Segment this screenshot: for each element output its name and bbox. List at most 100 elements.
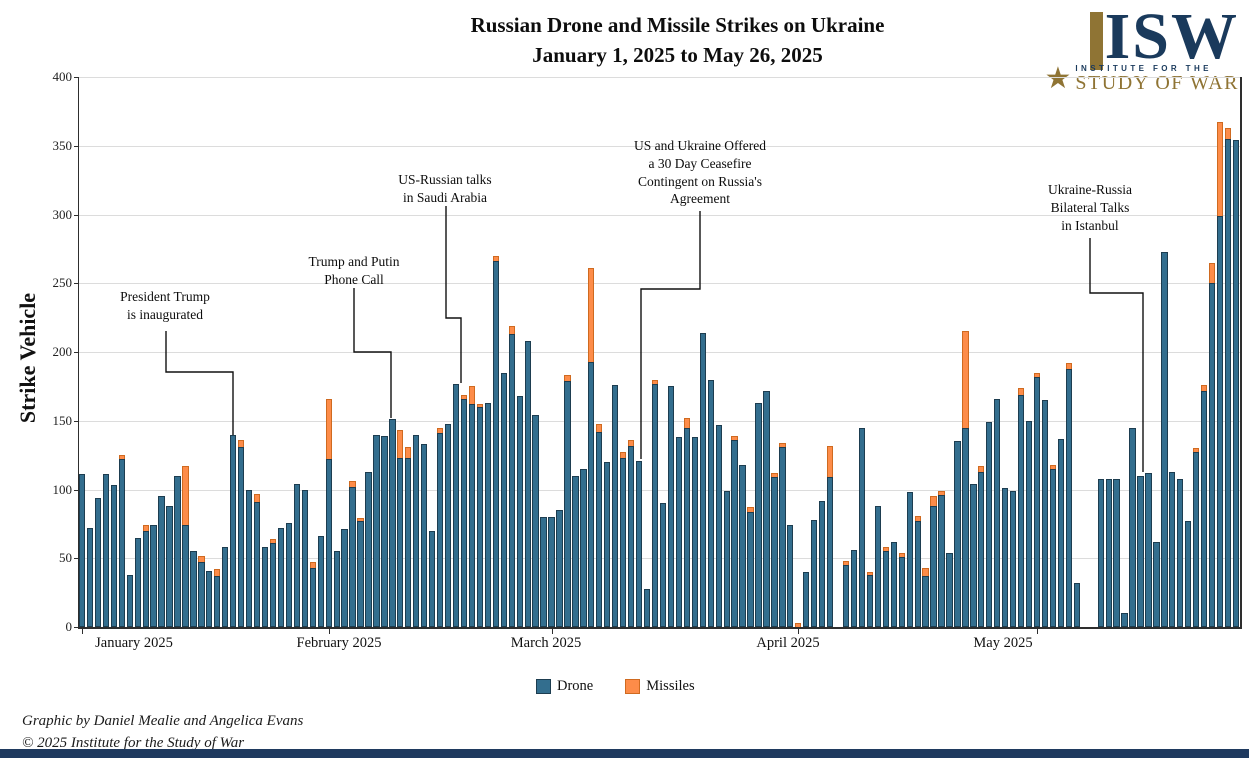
bar-drone-segment	[1193, 452, 1200, 627]
bar	[1153, 541, 1160, 627]
gridline	[78, 558, 1240, 560]
bar-drone-segment	[1010, 490, 1017, 627]
bar	[421, 444, 428, 627]
bar-drone-segment	[858, 427, 866, 627]
bar-missiles-segment	[922, 567, 929, 577]
bar	[1145, 473, 1152, 627]
bar	[1169, 471, 1176, 627]
bar	[1216, 122, 1224, 627]
bar-drone-segment	[564, 380, 571, 627]
bar-drone-segment	[190, 551, 197, 627]
bar	[874, 506, 882, 627]
bar-drone-segment	[436, 433, 444, 627]
bar-missiles-segment	[1017, 387, 1025, 395]
bar	[333, 551, 340, 627]
chart-title: Russian Drone and Missile Strikes on Ukr…	[106, 10, 1249, 71]
bar-drone-segment	[1049, 468, 1057, 627]
bar-drone-segment	[460, 398, 468, 627]
bar-drone-segment	[651, 383, 659, 627]
bar	[540, 517, 547, 627]
bar	[349, 481, 356, 627]
bar-drone-segment	[532, 415, 539, 627]
bar-drone-segment	[723, 490, 730, 627]
bar-drone-segment	[731, 440, 738, 627]
y-tick-mark	[74, 283, 78, 285]
isw-logo-acronym: ISW	[1104, 0, 1239, 73]
bar	[484, 402, 492, 627]
bar-missiles-segment	[1201, 385, 1208, 391]
bar-drone-segment	[850, 550, 858, 627]
bar	[158, 496, 165, 627]
bar	[675, 437, 683, 627]
bar	[970, 484, 977, 627]
bar	[1097, 478, 1104, 627]
bar-drone-segment	[1169, 471, 1176, 627]
bar	[723, 490, 730, 627]
x-tick-mark	[798, 629, 800, 634]
bar-missiles-segment	[1049, 464, 1057, 469]
bar	[182, 466, 189, 627]
bar-drone-segment	[627, 445, 635, 627]
bar	[1208, 262, 1216, 627]
bar-missiles-segment	[182, 466, 189, 526]
bar	[397, 430, 404, 627]
bar-missiles-segment	[795, 622, 802, 627]
bar	[803, 572, 810, 627]
bar	[86, 528, 94, 627]
bar-drone-segment	[317, 536, 324, 627]
bar-missiles-segment	[596, 423, 603, 432]
bar	[452, 383, 460, 627]
bar	[659, 503, 667, 627]
bar	[1041, 400, 1049, 627]
bar-missiles-segment	[325, 398, 332, 460]
bar-drone-segment	[94, 497, 102, 627]
bar	[978, 466, 985, 627]
bar	[755, 402, 762, 627]
bar	[444, 423, 452, 627]
bar	[381, 435, 388, 627]
bar	[357, 518, 364, 627]
y-tick-label: 150	[52, 412, 73, 428]
bar-drone-segment	[970, 484, 977, 627]
bar	[842, 561, 850, 627]
bar	[779, 442, 786, 627]
bar-missiles-segment	[436, 427, 444, 434]
bar-drone-segment	[421, 444, 428, 627]
bar-drone-segment	[508, 334, 515, 627]
bar-drone-segment	[142, 530, 149, 627]
bar-drone-segment	[874, 506, 882, 627]
x-tick-mark	[328, 629, 330, 634]
bar	[198, 555, 205, 627]
bar-drone-segment	[1097, 478, 1104, 627]
y-tick-mark	[74, 214, 78, 216]
bar	[373, 434, 380, 627]
annotation-istanbul-talks: Ukraine-Russia Bilateral Talks in Istanb…	[1048, 182, 1132, 233]
bar	[1161, 251, 1168, 627]
bar-drone-segment	[763, 390, 770, 627]
bar	[898, 552, 905, 627]
bar-drone-segment	[962, 427, 969, 627]
bar-missiles-segment	[142, 525, 149, 531]
bar	[1137, 475, 1144, 627]
bar-missiles-segment	[930, 496, 937, 506]
bar-drone-segment	[86, 528, 94, 627]
bar-drone-segment	[588, 361, 595, 627]
footer-copyright: © 2025 Institute for the Study of War	[22, 734, 245, 751]
bar	[763, 390, 770, 627]
bar-missiles-segment	[898, 552, 905, 557]
annotation-ceasefire-offer: US and Ukraine Offered a 30 Day Ceasefir…	[633, 138, 767, 207]
bar-drone-segment	[492, 261, 499, 627]
y-tick-mark	[74, 352, 78, 353]
bar	[341, 529, 348, 627]
bar-drone-segment	[325, 459, 332, 627]
isw-logo-gold-bar-icon	[1089, 12, 1103, 70]
bar-missiles-segment	[620, 452, 627, 458]
bar	[174, 475, 181, 627]
x-tick-label: March 2025	[510, 635, 582, 651]
bar	[739, 464, 746, 627]
bar-drone-segment	[468, 404, 476, 627]
bar-missiles-segment	[683, 418, 690, 428]
bar	[691, 437, 698, 627]
bar-drone-segment	[118, 459, 125, 627]
